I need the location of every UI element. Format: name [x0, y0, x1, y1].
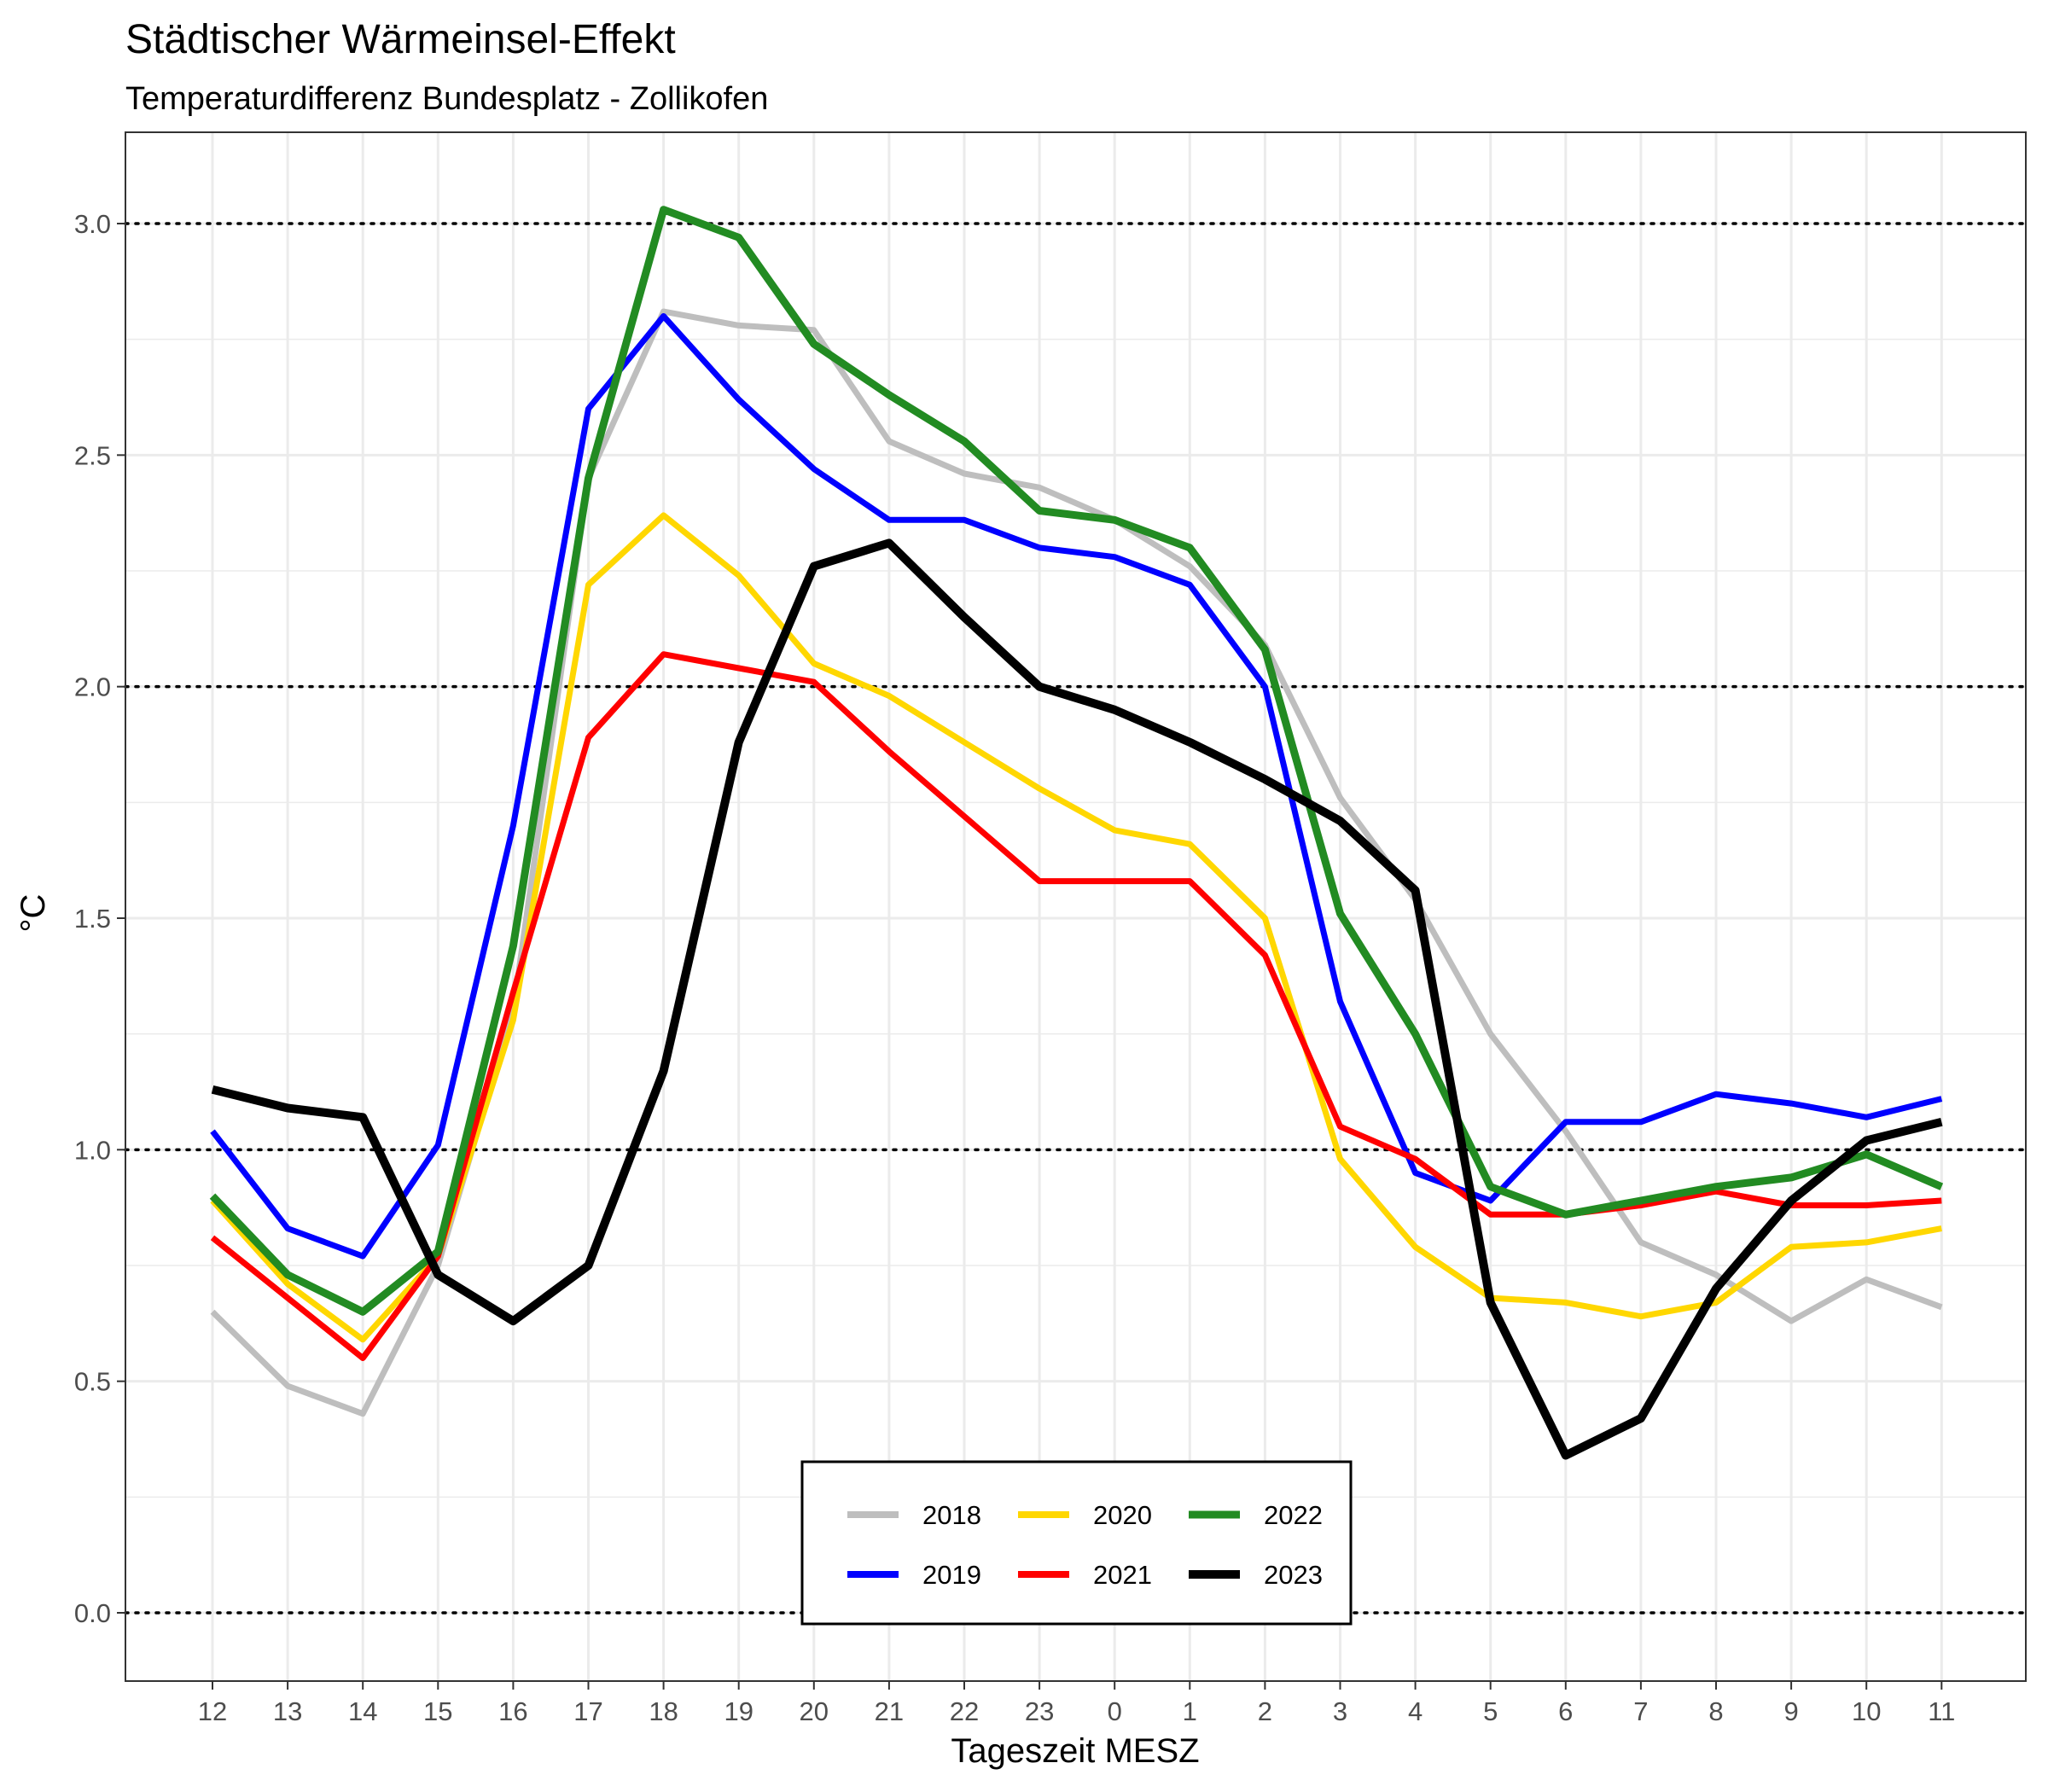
x-tick-label: 4	[1408, 1696, 1423, 1726]
x-tick-label: 8	[1708, 1696, 1723, 1726]
x-tick-label: 20	[800, 1696, 829, 1726]
series-lines	[209, 206, 1944, 1460]
x-tick-label: 3	[1333, 1696, 1347, 1726]
y-tick-label: 1.5	[74, 904, 111, 934]
legend: 2018 2019 2020 2021 2022 2023	[800, 1460, 1353, 1626]
series-line-2019	[210, 313, 1943, 1260]
x-tick-label: 14	[348, 1696, 377, 1726]
x-tick-label: 21	[875, 1696, 904, 1726]
x-tick-label: 9	[1783, 1696, 1798, 1726]
y-tick-label: 2.5	[74, 440, 111, 470]
x-tick-label: 2	[1258, 1696, 1272, 1726]
x-tick-label: 6	[1558, 1696, 1573, 1726]
grid-lines	[125, 132, 2026, 1681]
x-axis-title: Tageszeit MESZ	[951, 1732, 1199, 1770]
legend-label-2021: 2021	[1093, 1560, 1152, 1590]
series-line-2020	[210, 512, 1942, 1343]
series-line-2022	[209, 206, 1944, 1316]
x-tick-label: 1	[1183, 1696, 1197, 1726]
legend-label-2022: 2022	[1264, 1500, 1323, 1530]
x-tick-label: 12	[198, 1696, 227, 1726]
legend-label-2019: 2019	[922, 1560, 981, 1590]
y-tick-label: 0.0	[74, 1598, 111, 1628]
chart-subtitle: Temperaturdifferenz Bundesplatz - Zollik…	[125, 81, 768, 117]
legend-label-2023: 2023	[1264, 1560, 1323, 1590]
x-tick-label: 0	[1108, 1696, 1122, 1726]
y-axis-title: °C	[15, 894, 52, 933]
y-tick-label: 1.0	[74, 1135, 111, 1165]
x-tick-label: 23	[1025, 1696, 1054, 1726]
x-tick-label: 5	[1483, 1696, 1498, 1726]
legend-label-2018: 2018	[922, 1500, 981, 1530]
y-axis: 0.0 0.5 1.0 1.5 2.0 2.5 3.0	[74, 209, 125, 1628]
legend-label-2020: 2020	[1093, 1500, 1152, 1530]
plot-panel-border	[125, 131, 2027, 1682]
series-line-2021	[210, 651, 1942, 1361]
x-tick-label: 19	[724, 1696, 753, 1726]
y-tick-label: 0.5	[74, 1367, 111, 1397]
x-tick-label: 17	[573, 1696, 602, 1726]
chart-title: Städtischer Wärmeinsel-Effekt	[125, 17, 676, 62]
x-tick-label: 16	[498, 1696, 527, 1726]
x-tick-label: 13	[273, 1696, 302, 1726]
x-tick-label: 15	[423, 1696, 452, 1726]
reference-lines	[124, 222, 2028, 1615]
x-tick-label: 22	[950, 1696, 979, 1726]
x-tick-label: 11	[1928, 1696, 1955, 1726]
x-tick-label: 10	[1852, 1696, 1881, 1726]
y-tick-label: 3.0	[74, 209, 111, 239]
x-axis: 12 13 14 15 16 17 18 19 20 21 22 23 0 1 2 3 4 5 6 7 8 9 10 11	[198, 1681, 1955, 1726]
x-tick-label: 18	[649, 1696, 678, 1726]
series-line-2018	[210, 308, 1943, 1417]
y-tick-label: 2.0	[74, 672, 111, 702]
series-line-2023	[211, 538, 1943, 1460]
legend-box	[800, 1460, 1353, 1626]
x-tick-label: 7	[1633, 1696, 1648, 1726]
